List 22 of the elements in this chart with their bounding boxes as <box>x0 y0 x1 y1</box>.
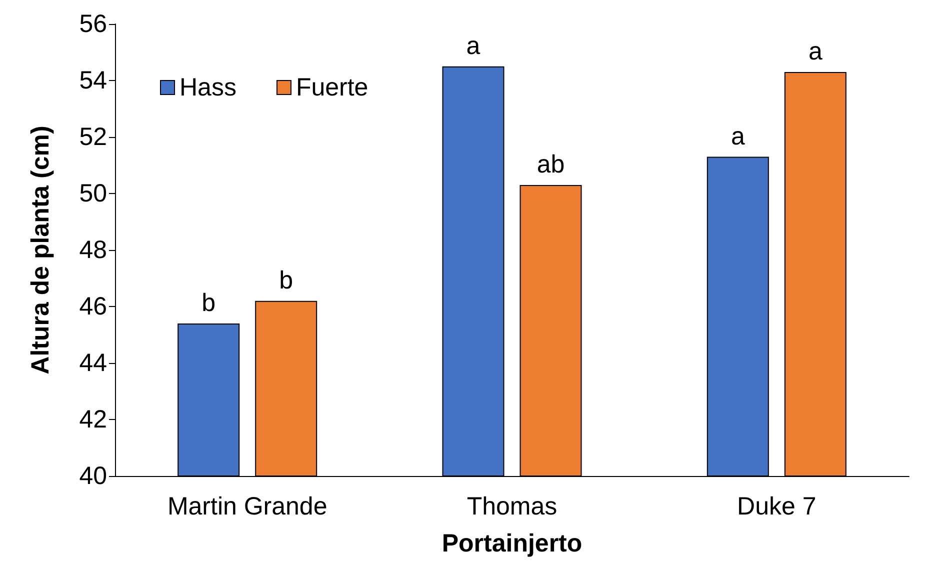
y-tick-label: 52 <box>79 123 107 151</box>
x-tick-label: Duke 7 <box>737 492 816 520</box>
y-axis-title: Altura de planta (cm) <box>26 126 54 374</box>
data-label: a <box>466 32 480 60</box>
y-tick-label: 50 <box>79 180 107 208</box>
y-tick-label: 54 <box>79 66 108 94</box>
y-tick-label: 42 <box>79 406 107 434</box>
y-tick-label: 56 <box>79 10 107 38</box>
y-tick-label: 48 <box>79 236 107 264</box>
y-tick-label: 40 <box>79 462 107 490</box>
data-label: ab <box>536 150 565 179</box>
legend-label: Hass <box>180 74 236 102</box>
y-tick-label: 46 <box>79 292 107 320</box>
legend-label: Fuerte <box>296 74 368 102</box>
x-tick-label: Martin Grande <box>167 492 328 520</box>
x-axis-title: Portainjerto <box>442 530 582 558</box>
y-tick-label: 44 <box>79 349 108 377</box>
x-tick-label: Thomas <box>466 492 558 520</box>
data-label: a <box>730 122 745 150</box>
data-label: a <box>808 38 822 66</box>
data-label: b <box>279 266 294 294</box>
data-label: b <box>202 288 216 317</box>
